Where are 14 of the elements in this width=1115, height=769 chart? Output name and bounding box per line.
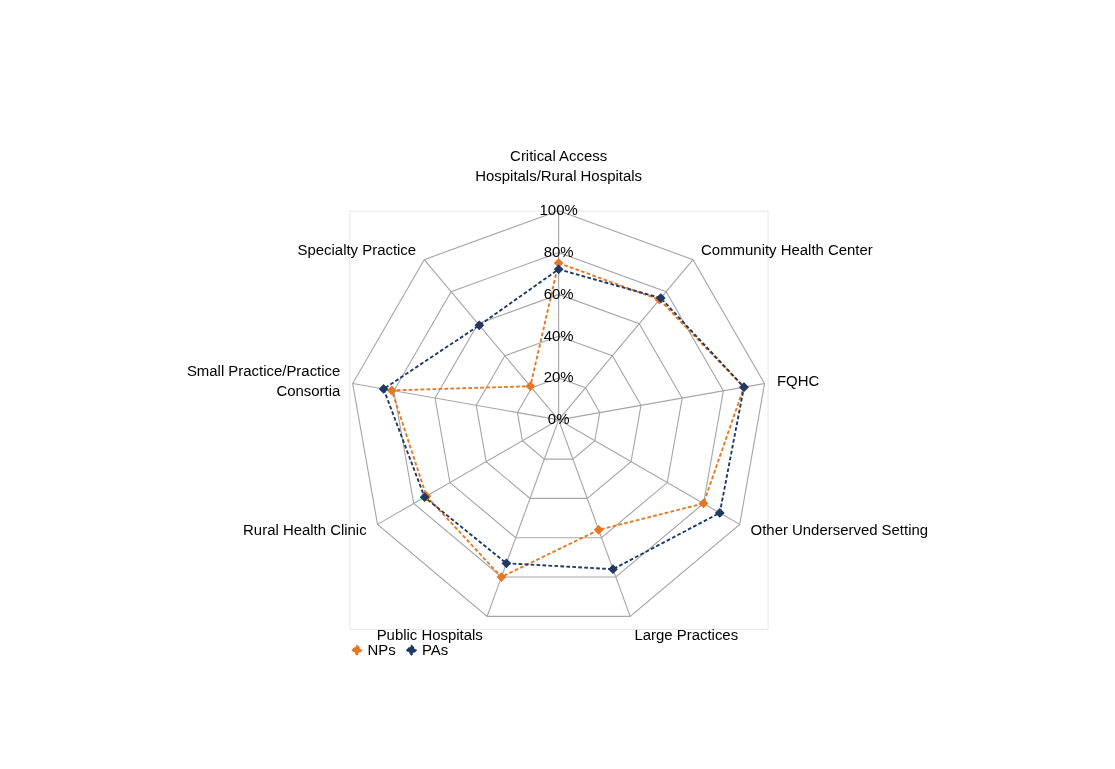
y-tick-label: 0%	[547, 410, 570, 428]
spoke-label: FQHC	[776, 371, 820, 389]
y-tick-label: 60%	[543, 284, 574, 302]
spoke-label: Critical Access Hospitals/Rural Hospitals	[475, 147, 642, 184]
spoke-label: Rural Health Clinic	[243, 521, 368, 539]
spoke-label: Community Health Center	[701, 240, 873, 258]
spoke-label: Other Underserved Setting	[750, 521, 929, 539]
y-tick-label: 100%	[539, 201, 578, 219]
spoke-label: Large Practices	[634, 626, 739, 644]
spoke-label: Small Practice/Practice Consortia	[186, 362, 342, 399]
y-tick-label: 20%	[543, 368, 574, 386]
spoke-label: Specialty Practice	[297, 240, 417, 258]
y-tick-label: 80%	[543, 243, 574, 261]
y-tick-label: 40%	[543, 326, 574, 344]
